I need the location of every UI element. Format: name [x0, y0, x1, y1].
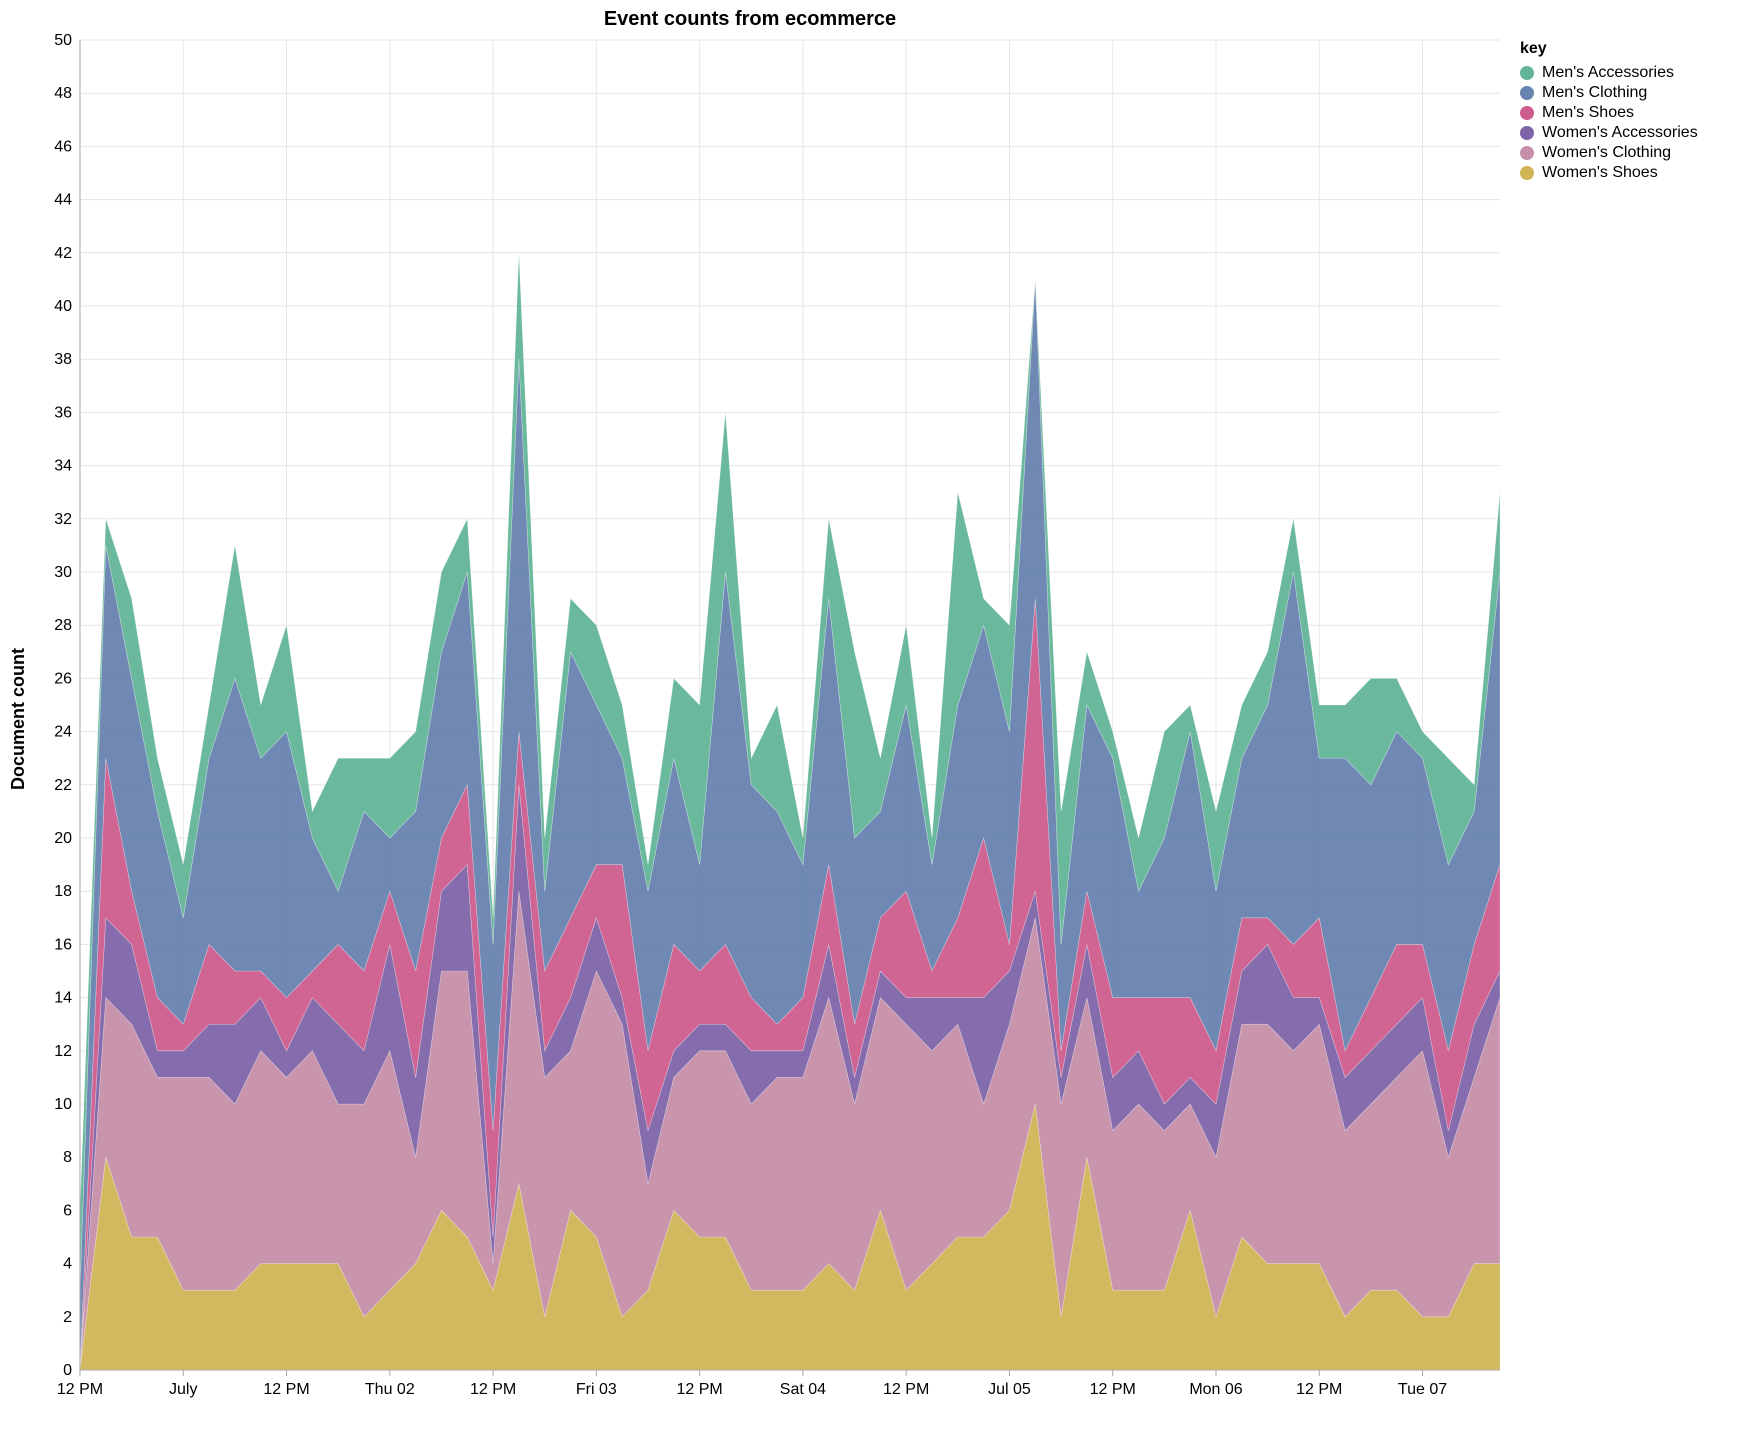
legend-swatch — [1520, 66, 1534, 80]
svg-text:40: 40 — [54, 298, 72, 315]
svg-text:50: 50 — [54, 32, 72, 49]
svg-text:24: 24 — [54, 724, 72, 741]
svg-text:12: 12 — [54, 1043, 72, 1060]
x-tick-label: 12 PM — [1296, 1381, 1342, 1398]
svg-text:36: 36 — [54, 404, 72, 421]
legend-title: key — [1520, 40, 1698, 58]
legend-label: Men's Shoes — [1542, 104, 1634, 122]
svg-text:4: 4 — [63, 1256, 72, 1273]
x-tick-label: Mon 06 — [1189, 1381, 1242, 1398]
legend-label: Women's Shoes — [1542, 164, 1658, 182]
legend-item[interactable]: Men's Shoes — [1520, 104, 1698, 122]
x-tick-label: 12 PM — [883, 1381, 929, 1398]
chart-container: Event counts from ecommerce Document cou… — [0, 0, 1754, 1438]
x-tick-label: Thu 02 — [365, 1381, 415, 1398]
svg-text:10: 10 — [54, 1096, 72, 1113]
legend-item[interactable]: Women's Accessories — [1520, 124, 1698, 142]
legend-swatch — [1520, 86, 1534, 100]
legend-swatch — [1520, 106, 1534, 120]
svg-text:48: 48 — [54, 85, 72, 102]
x-tick-label: Jul 05 — [988, 1381, 1031, 1398]
svg-text:22: 22 — [54, 777, 72, 794]
svg-text:14: 14 — [54, 990, 72, 1007]
legend-item[interactable]: Women's Clothing — [1520, 144, 1698, 162]
legend-item[interactable]: Men's Accessories — [1520, 64, 1698, 82]
svg-text:18: 18 — [54, 883, 72, 900]
svg-text:30: 30 — [54, 564, 72, 581]
svg-text:6: 6 — [63, 1202, 72, 1219]
legend-item[interactable]: Women's Shoes — [1520, 164, 1698, 182]
legend-swatch — [1520, 166, 1534, 180]
svg-text:0: 0 — [63, 1362, 72, 1379]
svg-text:28: 28 — [54, 617, 72, 634]
svg-text:38: 38 — [54, 351, 72, 368]
svg-text:20: 20 — [54, 830, 72, 847]
x-tick-label: 12 PM — [470, 1381, 516, 1398]
x-tick-label: Sat 04 — [780, 1381, 826, 1398]
legend-swatch — [1520, 146, 1534, 160]
x-tick-label: 12 PM — [677, 1381, 723, 1398]
x-tick-label: 12 PM — [1090, 1381, 1136, 1398]
legend-label: Men's Clothing — [1542, 84, 1647, 102]
svg-text:8: 8 — [63, 1149, 72, 1166]
stacked-area-chart: 0246810121416182022242628303234363840424… — [0, 0, 1754, 1438]
y-axis-label: Document count — [8, 648, 29, 790]
x-tick-label: 12 PM — [57, 1381, 103, 1398]
legend-swatch — [1520, 126, 1534, 140]
svg-text:16: 16 — [54, 936, 72, 953]
svg-text:44: 44 — [54, 192, 72, 209]
legend-label: Women's Accessories — [1542, 124, 1698, 142]
legend-label: Women's Clothing — [1542, 144, 1671, 162]
x-tick-label: July — [169, 1381, 197, 1398]
svg-text:2: 2 — [63, 1309, 72, 1326]
svg-text:26: 26 — [54, 670, 72, 687]
legend-item[interactable]: Men's Clothing — [1520, 84, 1698, 102]
svg-text:42: 42 — [54, 245, 72, 262]
legend-label: Men's Accessories — [1542, 64, 1674, 82]
svg-text:34: 34 — [54, 458, 72, 475]
chart-title: Event counts from ecommerce — [0, 8, 1500, 31]
chart-legend: key Men's Accessories Men's Clothing Men's… — [1520, 40, 1698, 184]
x-tick-label: Tue 07 — [1398, 1381, 1447, 1398]
svg-text:32: 32 — [54, 511, 72, 528]
svg-text:46: 46 — [54, 138, 72, 155]
x-tick-label: Fri 03 — [576, 1381, 617, 1398]
x-tick-label: 12 PM — [263, 1381, 309, 1398]
